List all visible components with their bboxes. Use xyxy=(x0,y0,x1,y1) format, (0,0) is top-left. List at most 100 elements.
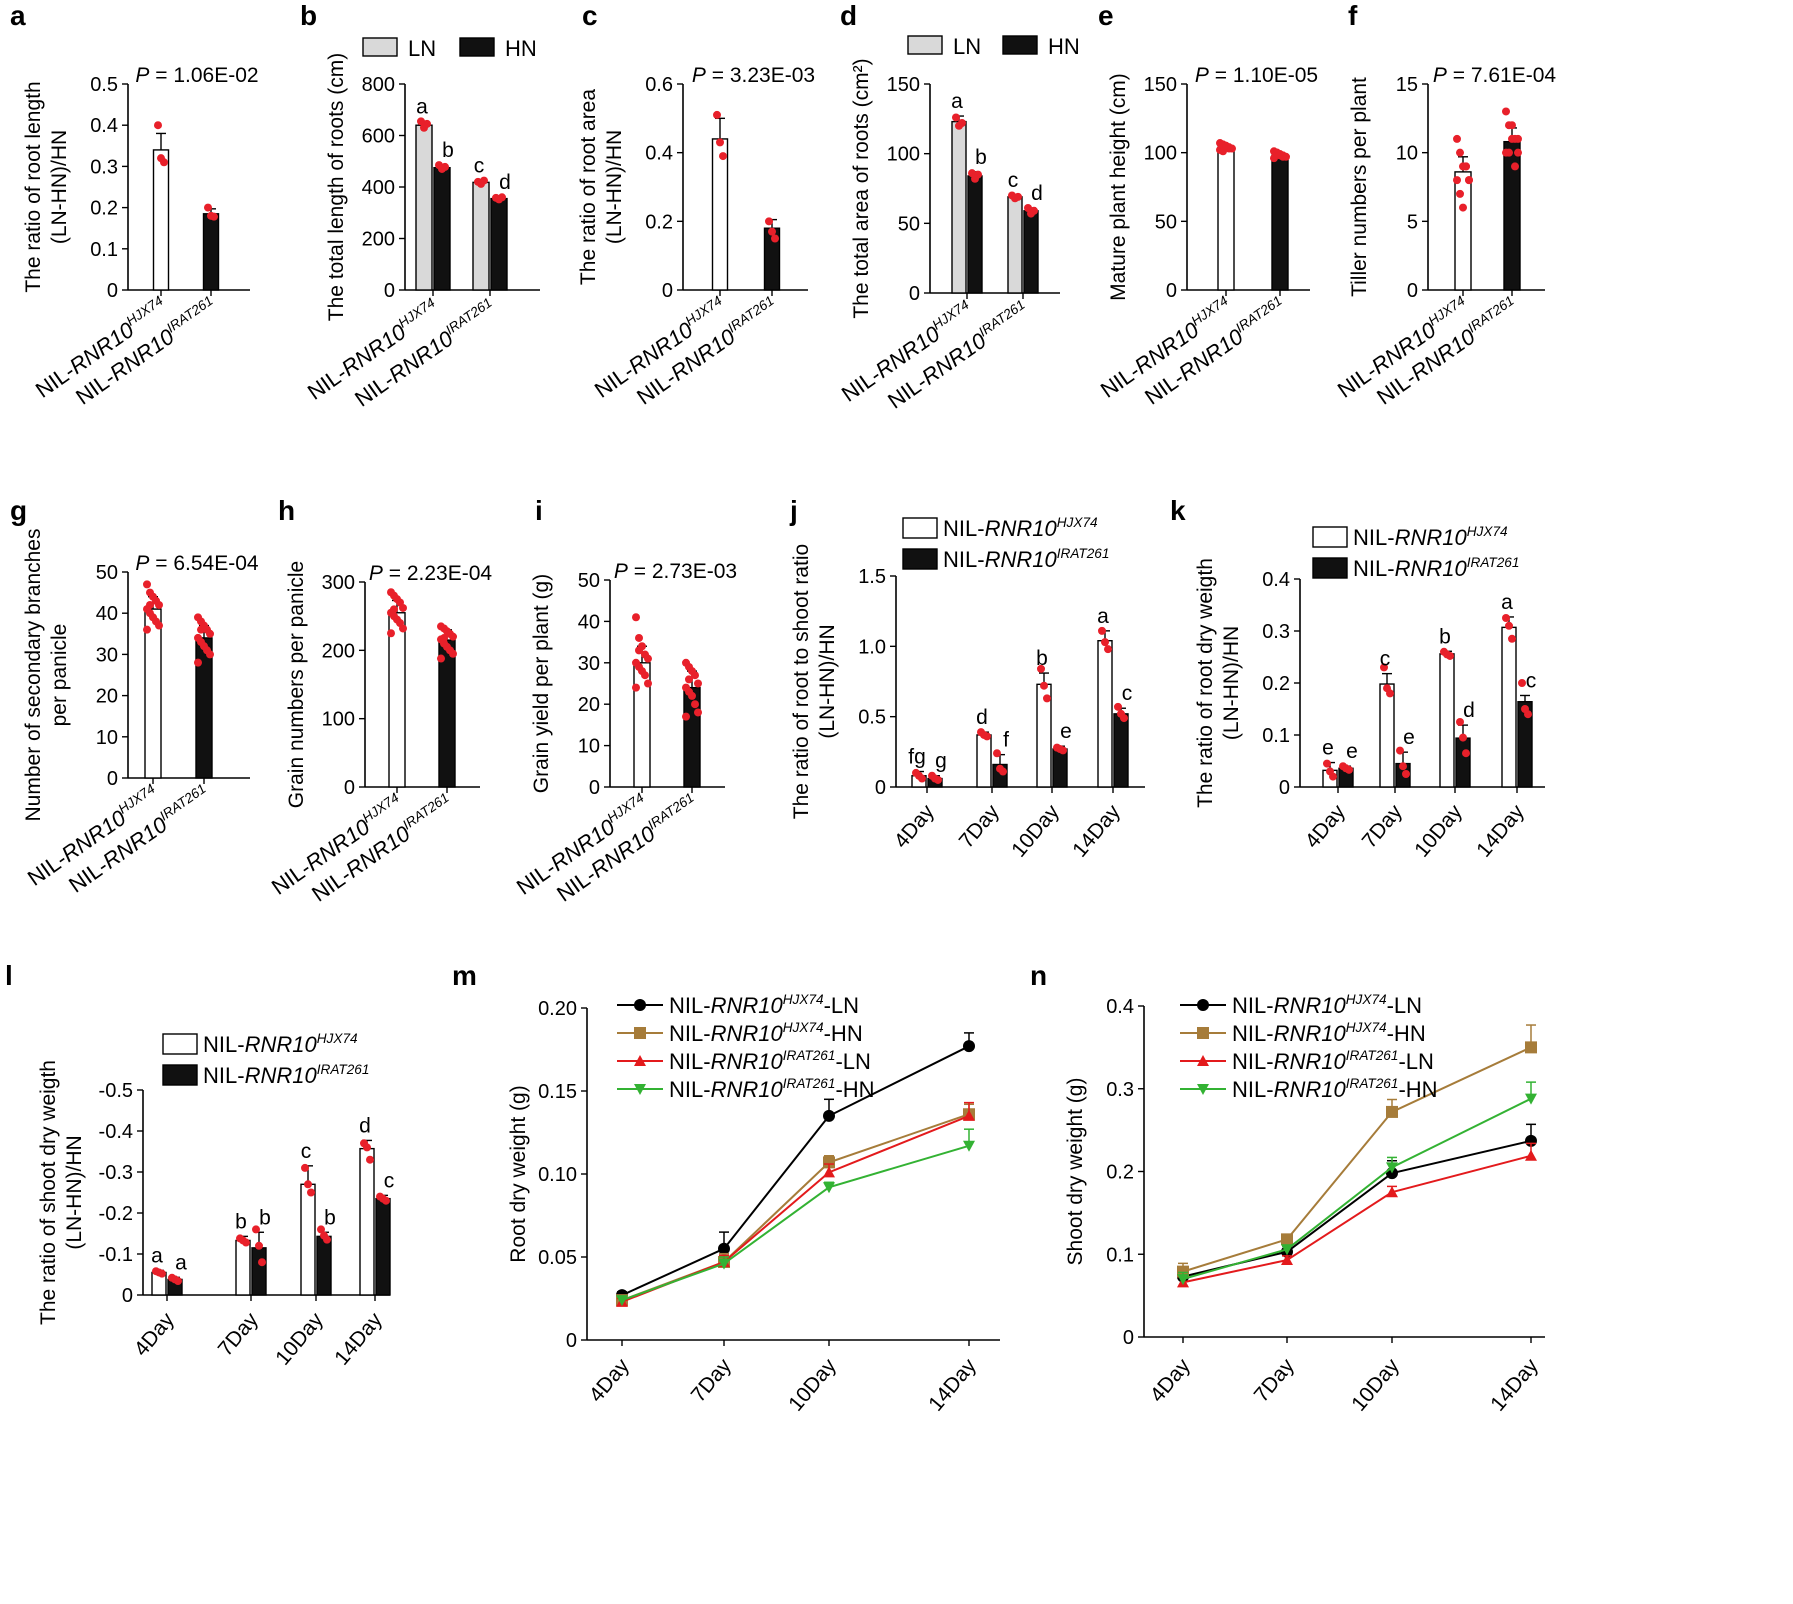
data-point xyxy=(382,1196,390,1205)
data-point xyxy=(1502,614,1510,622)
data-point xyxy=(1465,176,1473,185)
y-tick-label: 0.4 xyxy=(1262,569,1290,591)
panel-k: 0 0.1 0.2 0.3 0.4 k The ratio of root dry weig… xyxy=(1170,495,1545,862)
y-tick-label: 40 xyxy=(578,611,600,633)
significance-letter: b xyxy=(442,139,454,162)
marker-square xyxy=(634,1027,646,1039)
significance-letter: e xyxy=(1322,737,1334,760)
data-point xyxy=(694,679,702,688)
significance-letter: b xyxy=(259,1206,271,1229)
bar-hjx74 xyxy=(235,1239,251,1296)
marker-circle xyxy=(718,1242,730,1255)
data-point xyxy=(1037,664,1045,673)
data-point xyxy=(1402,770,1410,778)
data-point xyxy=(197,625,205,634)
y-tick-label: 1.0 xyxy=(858,636,886,658)
data-point xyxy=(258,1258,266,1267)
y-tick-label: 0 xyxy=(1166,280,1177,302)
significance-letter: c xyxy=(1380,648,1391,671)
data-point xyxy=(1453,176,1461,185)
y-tick-label: 400 xyxy=(362,177,395,199)
y-tick-label: 0 xyxy=(1123,1327,1134,1349)
data-point xyxy=(1329,772,1337,781)
series-line xyxy=(1182,1046,1532,1273)
y-tick-label: 15 xyxy=(1396,74,1418,96)
y-tick-label: 0.1 xyxy=(1262,725,1290,747)
marker-triangle-down xyxy=(1281,1244,1293,1256)
data-point xyxy=(1524,710,1532,719)
data-point xyxy=(1380,663,1388,672)
data-point xyxy=(1446,651,1454,660)
data-point xyxy=(1453,134,1461,143)
data-point xyxy=(632,613,640,622)
data-point xyxy=(437,654,445,663)
significance-letter: e xyxy=(1403,726,1415,749)
bar-irat261 xyxy=(1052,748,1068,788)
y-tick-label: 0 xyxy=(1407,280,1418,302)
data-point xyxy=(1101,638,1109,647)
x-tick-label: 4Day xyxy=(1146,1354,1195,1407)
y-tick-label: 0.2 xyxy=(1106,1162,1134,1184)
y-tick-label: 0 xyxy=(875,777,886,799)
panel-j: 0 0.5 1.0 1.5 j The ratio of root to shoot ra… xyxy=(789,495,1145,862)
data-point xyxy=(440,634,448,643)
data-point xyxy=(1456,718,1464,726)
data-point xyxy=(934,775,942,784)
data-point xyxy=(206,629,214,638)
bar xyxy=(152,149,170,291)
significance-letter: c xyxy=(1008,169,1019,192)
legend-swatch xyxy=(162,1064,198,1086)
data-point xyxy=(983,732,991,741)
bar-hn xyxy=(967,175,983,294)
legend-swatch xyxy=(902,517,938,539)
legend-label: NIL-RNR10IRAT261-HN xyxy=(1232,1076,1438,1102)
y-axis-label: (LN-HN)/HN xyxy=(816,624,839,738)
data-point xyxy=(449,649,457,658)
panel-c: 0 0.2 0.4 0.6 c The ratio of root area (LN-HN)… xyxy=(577,0,815,410)
legend-swatch xyxy=(1312,526,1348,548)
significance-letter: d xyxy=(499,171,511,194)
bar-ln xyxy=(472,181,490,291)
data-point xyxy=(635,646,643,655)
x-tick-label: 4Day xyxy=(130,1308,179,1361)
y-tick-label: 0.3 xyxy=(1106,1079,1134,1101)
data-point xyxy=(1508,134,1516,143)
y-tick-label: 0 xyxy=(344,777,355,799)
data-point xyxy=(713,110,721,119)
marker-triangle-up xyxy=(1281,1254,1293,1266)
bar xyxy=(388,612,406,788)
data-point xyxy=(694,708,702,717)
significance-letter: b xyxy=(324,1206,336,1229)
data-point xyxy=(174,1277,182,1286)
x-tick-label: 4Day xyxy=(1301,800,1350,853)
bar xyxy=(1271,154,1289,291)
y-tick-label: 0.1 xyxy=(90,239,118,261)
panel-a: 0 0.1 0.2 0.3 0.4 0.5 a The ratio of root lengt… xyxy=(10,0,259,410)
data-point xyxy=(1462,749,1470,758)
bar-hn xyxy=(1023,210,1039,294)
y-axis-label: Grain yield per plant (g) xyxy=(530,574,553,793)
y-tick-label: 0.4 xyxy=(1106,996,1134,1018)
legend-label: HN xyxy=(1048,34,1080,59)
data-point xyxy=(423,119,431,128)
significance-letter: d xyxy=(1463,699,1475,722)
data-point xyxy=(685,675,693,684)
y-axis-label: The ratio of shoot dry weigth xyxy=(37,1060,60,1325)
data-point xyxy=(1508,634,1516,643)
marker-circle xyxy=(823,1109,835,1122)
panel-label: b xyxy=(300,0,317,31)
x-tick-label: 14Day xyxy=(1486,1354,1543,1416)
bar xyxy=(202,213,220,291)
y-tick-label: 1.5 xyxy=(858,566,886,588)
data-point xyxy=(304,1180,312,1189)
significance-letter: a xyxy=(1097,605,1109,628)
series-line xyxy=(621,1045,970,1297)
y-axis-label: The ratio of root length xyxy=(22,81,45,292)
legend-label: NIL-RNR10IRAT261-LN xyxy=(669,1048,871,1074)
p-value: P = 2.73E-03 xyxy=(614,560,737,583)
bar-hjx74 xyxy=(300,1183,316,1296)
significance-letter: f xyxy=(1003,729,1009,752)
legend-swatch xyxy=(459,37,495,57)
data-point xyxy=(993,749,1001,758)
